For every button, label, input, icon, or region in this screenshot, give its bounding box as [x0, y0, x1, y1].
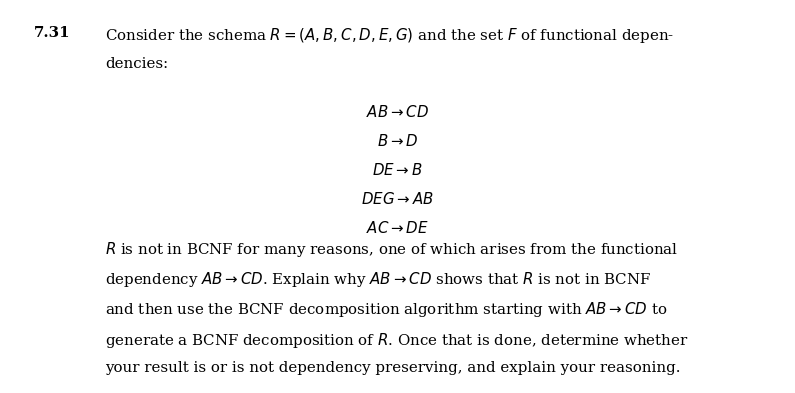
Text: $AC \rightarrow DE$: $AC \rightarrow DE$	[366, 220, 429, 237]
Text: $R$ is not in BCNF for many reasons, one of which arises from the functional: $R$ is not in BCNF for many reasons, one…	[105, 240, 678, 259]
Text: $DEG \rightarrow AB$: $DEG \rightarrow AB$	[361, 191, 434, 208]
Text: dependency $AB \rightarrow CD$. Explain why $AB \rightarrow CD$ shows that $R$ i: dependency $AB \rightarrow CD$. Explain …	[105, 270, 651, 289]
Text: $AB \rightarrow CD$: $AB \rightarrow CD$	[366, 104, 429, 120]
Text: dencies:: dencies:	[105, 57, 168, 71]
Text: $B \rightarrow D$: $B \rightarrow D$	[377, 133, 418, 149]
Text: Consider the schema $R = (A, B, C, D, E, G)$ and the set $F$ of functional depen: Consider the schema $R = (A, B, C, D, E,…	[105, 26, 674, 44]
Text: and then use the BCNF decomposition algorithm starting with $AB \rightarrow CD$ : and then use the BCNF decomposition algo…	[105, 300, 668, 319]
Text: $DE \rightarrow B$: $DE \rightarrow B$	[372, 162, 423, 178]
Text: your result is or is not dependency preserving, and explain your reasoning.: your result is or is not dependency pres…	[105, 361, 681, 375]
Text: 7.31: 7.31	[33, 26, 70, 40]
Text: generate a BCNF decomposition of $R$. Once that is done, determine whether: generate a BCNF decomposition of $R$. On…	[105, 331, 688, 349]
